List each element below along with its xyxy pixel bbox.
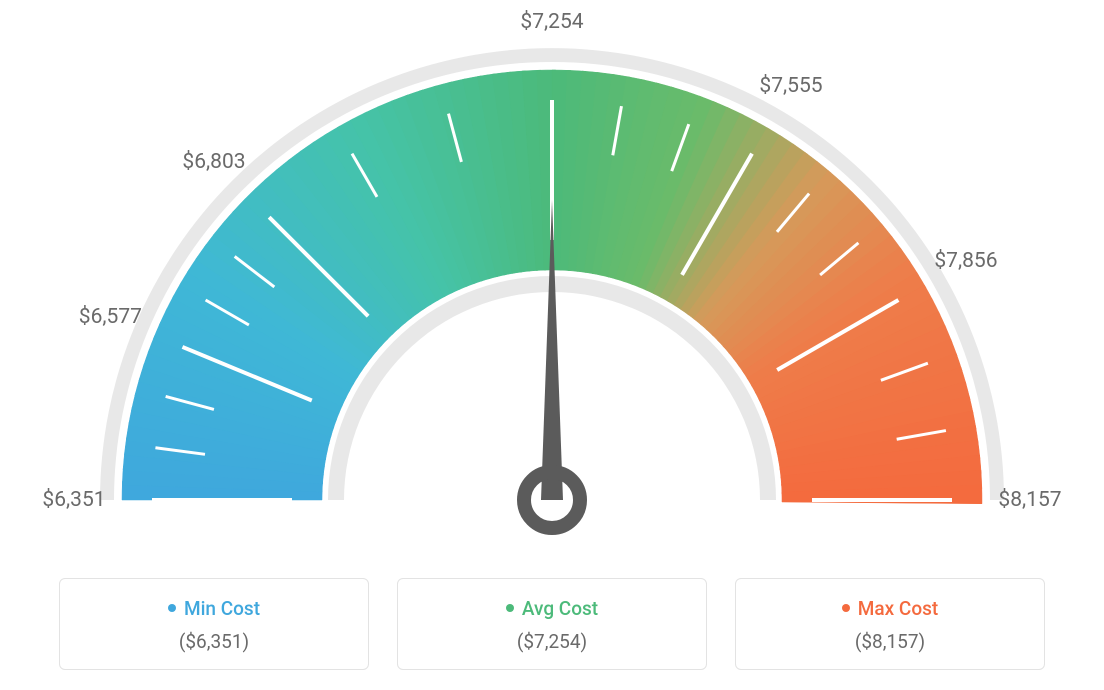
dot-icon-min: [168, 604, 176, 612]
gauge-tick-label: $7,254: [520, 10, 583, 34]
gauge-tick-label: $6,577: [79, 305, 142, 329]
gauge-tick-label: $6,803: [182, 150, 245, 174]
gauge-tick-label: $7,856: [934, 249, 997, 273]
gauge-tick-label: $7,555: [759, 74, 822, 98]
dot-icon-max: [842, 604, 850, 612]
legend-title-max: Max Cost: [746, 597, 1034, 620]
legend-title-min: Min Cost: [70, 597, 358, 620]
legend-title-avg: Avg Cost: [408, 597, 696, 620]
legend-label-min: Min Cost: [184, 597, 260, 620]
legend-value-min: ($6,351): [70, 630, 358, 653]
dot-icon-avg: [506, 604, 514, 612]
legend-value-max: ($8,157): [746, 630, 1034, 653]
legend-row: Min Cost ($6,351) Avg Cost ($7,254) Max …: [0, 578, 1104, 670]
gauge-tick-label: $6,351: [42, 488, 105, 512]
legend-value-avg: ($7,254): [408, 630, 696, 653]
gauge-chart: $6,351 $6,577 $6,803 $7,254 $7,555 $7,856 $8,1…: [0, 0, 1104, 560]
gauge-tick-label: $8,157: [998, 488, 1061, 512]
legend-card-avg: Avg Cost ($7,254): [397, 578, 707, 670]
legend-card-min: Min Cost ($6,351): [59, 578, 369, 670]
legend-label-avg: Avg Cost: [522, 597, 598, 620]
gauge-svg: [0, 0, 1104, 560]
legend-card-max: Max Cost ($8,157): [735, 578, 1045, 670]
legend-label-max: Max Cost: [858, 597, 938, 620]
